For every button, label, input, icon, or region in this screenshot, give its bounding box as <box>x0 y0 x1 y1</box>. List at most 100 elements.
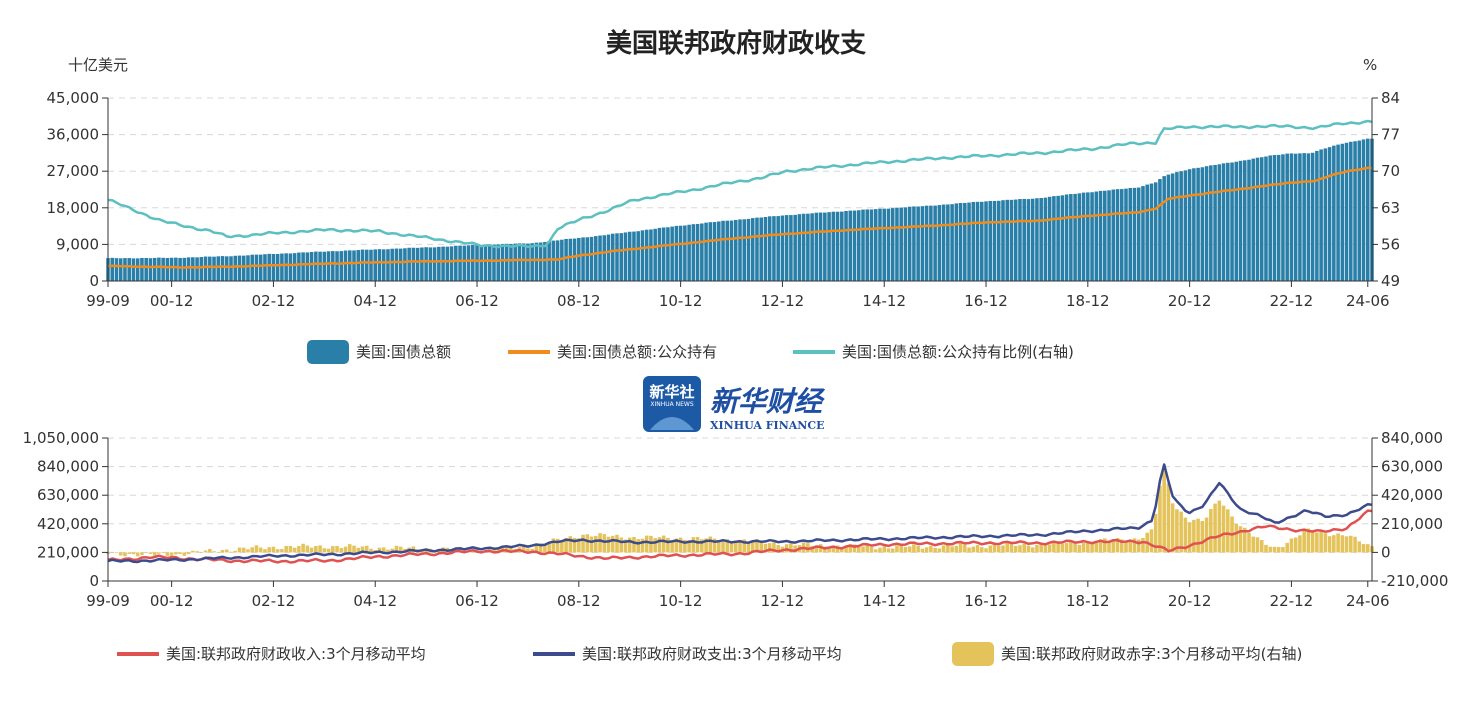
legend-label-revenue[interactable]: 美国:联邦政府财政收入:3个月移动平均 <box>166 645 426 663</box>
xinhua-finance-name-en: XINHUA FINANCE <box>710 419 825 432</box>
bar <box>640 538 645 553</box>
bar <box>610 535 615 553</box>
bar <box>1344 536 1349 553</box>
left-tick-label: 27,000 <box>47 162 100 180</box>
bar <box>195 257 199 281</box>
bar <box>1349 141 1353 281</box>
bar <box>521 546 526 553</box>
bottom-lines <box>107 463 1373 564</box>
legend-swatch-debt-total[interactable] <box>307 340 349 364</box>
bar <box>263 254 267 281</box>
bar <box>420 551 424 553</box>
bar <box>364 249 369 281</box>
bar <box>1226 509 1230 553</box>
bar <box>169 257 174 281</box>
bottom-bars <box>106 465 1374 557</box>
bar <box>1200 521 1205 553</box>
right-tick-label: 84 <box>1381 89 1400 107</box>
bar <box>589 236 594 281</box>
bar <box>292 547 297 553</box>
x-tick-label: 06-12 <box>455 292 499 310</box>
bar <box>220 256 225 281</box>
bar <box>929 205 933 281</box>
bar <box>827 212 831 281</box>
right-tick-label: 0 <box>1381 543 1391 561</box>
bar <box>1030 198 1035 281</box>
bar <box>602 235 607 281</box>
bar <box>496 244 501 281</box>
legend-label-deficit[interactable]: 美国:联邦政府财政赤字:3个月移动平均(右轴) <box>1001 645 1302 663</box>
bar <box>721 540 725 553</box>
bar <box>1069 541 1073 553</box>
bar <box>568 536 573 553</box>
bar <box>971 546 976 553</box>
bar <box>114 258 119 281</box>
bar <box>301 543 305 553</box>
bar <box>458 245 462 281</box>
bar <box>1170 173 1175 281</box>
bar <box>916 206 920 281</box>
bar <box>704 222 708 281</box>
legend-label-debt-total[interactable]: 美国:国债总额 <box>356 343 451 361</box>
bar <box>1217 500 1222 553</box>
right-tick-label: 63 <box>1381 199 1400 217</box>
bar <box>865 209 870 281</box>
bar <box>958 202 963 281</box>
bar <box>377 547 382 553</box>
bar <box>712 222 717 281</box>
bar <box>347 250 352 281</box>
bar <box>963 544 967 553</box>
bar <box>369 249 373 281</box>
bar <box>1132 187 1137 281</box>
bar <box>907 206 912 281</box>
bar <box>297 546 301 553</box>
bar <box>827 548 831 553</box>
bar <box>1259 157 1264 281</box>
x-tick-label: 12-12 <box>761 592 805 610</box>
bar <box>750 541 755 553</box>
bar <box>1056 195 1060 281</box>
bar <box>364 545 369 553</box>
bar <box>1302 153 1306 281</box>
bar <box>1069 194 1073 281</box>
bar <box>538 543 543 553</box>
bar <box>1064 194 1069 281</box>
bar <box>1289 153 1294 281</box>
bar <box>733 542 738 553</box>
bar <box>1196 518 1200 553</box>
bar <box>403 248 407 281</box>
bar <box>280 253 284 281</box>
bar <box>1119 539 1124 553</box>
bar <box>661 227 666 281</box>
bar <box>250 254 254 281</box>
bar <box>695 536 700 553</box>
bar <box>1268 155 1272 281</box>
bar <box>992 200 997 281</box>
bar <box>873 209 878 281</box>
bar <box>708 222 713 281</box>
bar <box>924 205 929 281</box>
bar <box>895 207 899 281</box>
right-tick-label: 70 <box>1381 162 1400 180</box>
top-legend: 美国:国债总额 美国:国债总额:公众持有 美国:国债总额:公众持有比例(右轴) <box>307 340 1074 364</box>
bar <box>343 546 348 553</box>
bar <box>517 243 522 281</box>
bar <box>241 547 246 553</box>
legend-label-debt-public-ratio[interactable]: 美国:国债总额:公众持有比例(右轴) <box>842 343 1074 361</box>
bar <box>203 550 208 553</box>
legend-swatch-deficit[interactable] <box>952 642 994 666</box>
bar <box>1327 147 1332 281</box>
legend-label-spending[interactable]: 美国:联邦政府财政支出:3个月移动平均 <box>582 645 842 663</box>
bar <box>950 204 954 281</box>
legend-label-debt-public[interactable]: 美国:国债总额:公众持有 <box>557 343 717 361</box>
bar <box>305 252 310 281</box>
bar <box>1175 509 1179 553</box>
series-line <box>107 166 1372 269</box>
right-tick-label: 49 <box>1381 272 1400 290</box>
bar <box>331 251 335 281</box>
bar <box>644 535 649 553</box>
bar <box>1001 200 1005 281</box>
bar <box>267 253 271 281</box>
bar <box>267 547 271 553</box>
bar <box>1145 184 1149 281</box>
